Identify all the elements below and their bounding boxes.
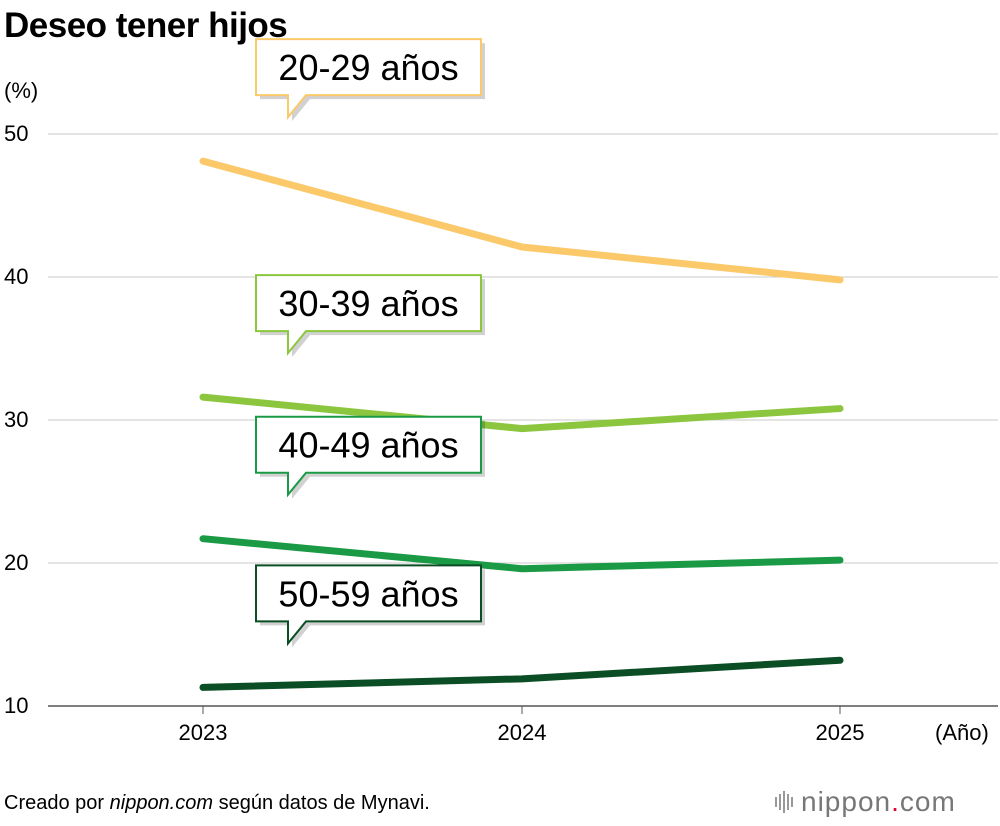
callout-box (255, 38, 482, 120)
logo-tld: com (899, 786, 956, 817)
series-label: 30-39 años (278, 283, 458, 324)
series-line (199, 393, 844, 433)
series-line (199, 535, 844, 573)
callout-box (255, 564, 482, 647)
series-callout: 40-49 años (255, 415, 485, 499)
y-tick-label: 20 (4, 550, 28, 575)
logo-bars-icon (775, 791, 795, 813)
callout-box (255, 415, 482, 498)
source-suffix: según datos de Mynavi. (213, 792, 430, 814)
y-tick-label: 40 (4, 264, 28, 289)
series-callout: 20-29 años (255, 38, 485, 122)
series-callout: 30-39 años (255, 274, 485, 358)
series-line (199, 656, 844, 691)
nippon-logo: nippon. com (775, 786, 956, 818)
series-line (199, 157, 844, 284)
source-note: Creado por nippon.com según datos de Myn… (4, 792, 430, 815)
chart-title: Deseo tener hijos (4, 6, 288, 45)
logo-dot: . (891, 786, 900, 817)
x-tick-label: 2025 (816, 720, 865, 745)
series-label: 40-49 años (278, 425, 458, 466)
line-chart: 10 20 30 40 50 2023 2024 2025 20-29 años 30-39 añ… (4, 38, 998, 745)
source-prefix: Creado por (4, 792, 110, 814)
logo-name: nippon (801, 786, 892, 817)
series-label: 20-29 años (278, 47, 458, 88)
y-tick-label: 50 (4, 121, 28, 146)
x-tick-label: 2024 (498, 720, 547, 745)
series-callout: 50-59 años (255, 564, 485, 648)
source-site: nippon.com (109, 792, 214, 814)
x-tick-label: 2023 (179, 720, 228, 745)
y-axis-unit: (%) (4, 78, 39, 103)
x-axis-unit: (Año) (935, 720, 989, 745)
y-tick-label: 30 (4, 407, 28, 432)
callout-box (255, 274, 482, 356)
y-tick-label: 10 (4, 693, 28, 718)
series-label: 50-59 años (278, 573, 458, 614)
